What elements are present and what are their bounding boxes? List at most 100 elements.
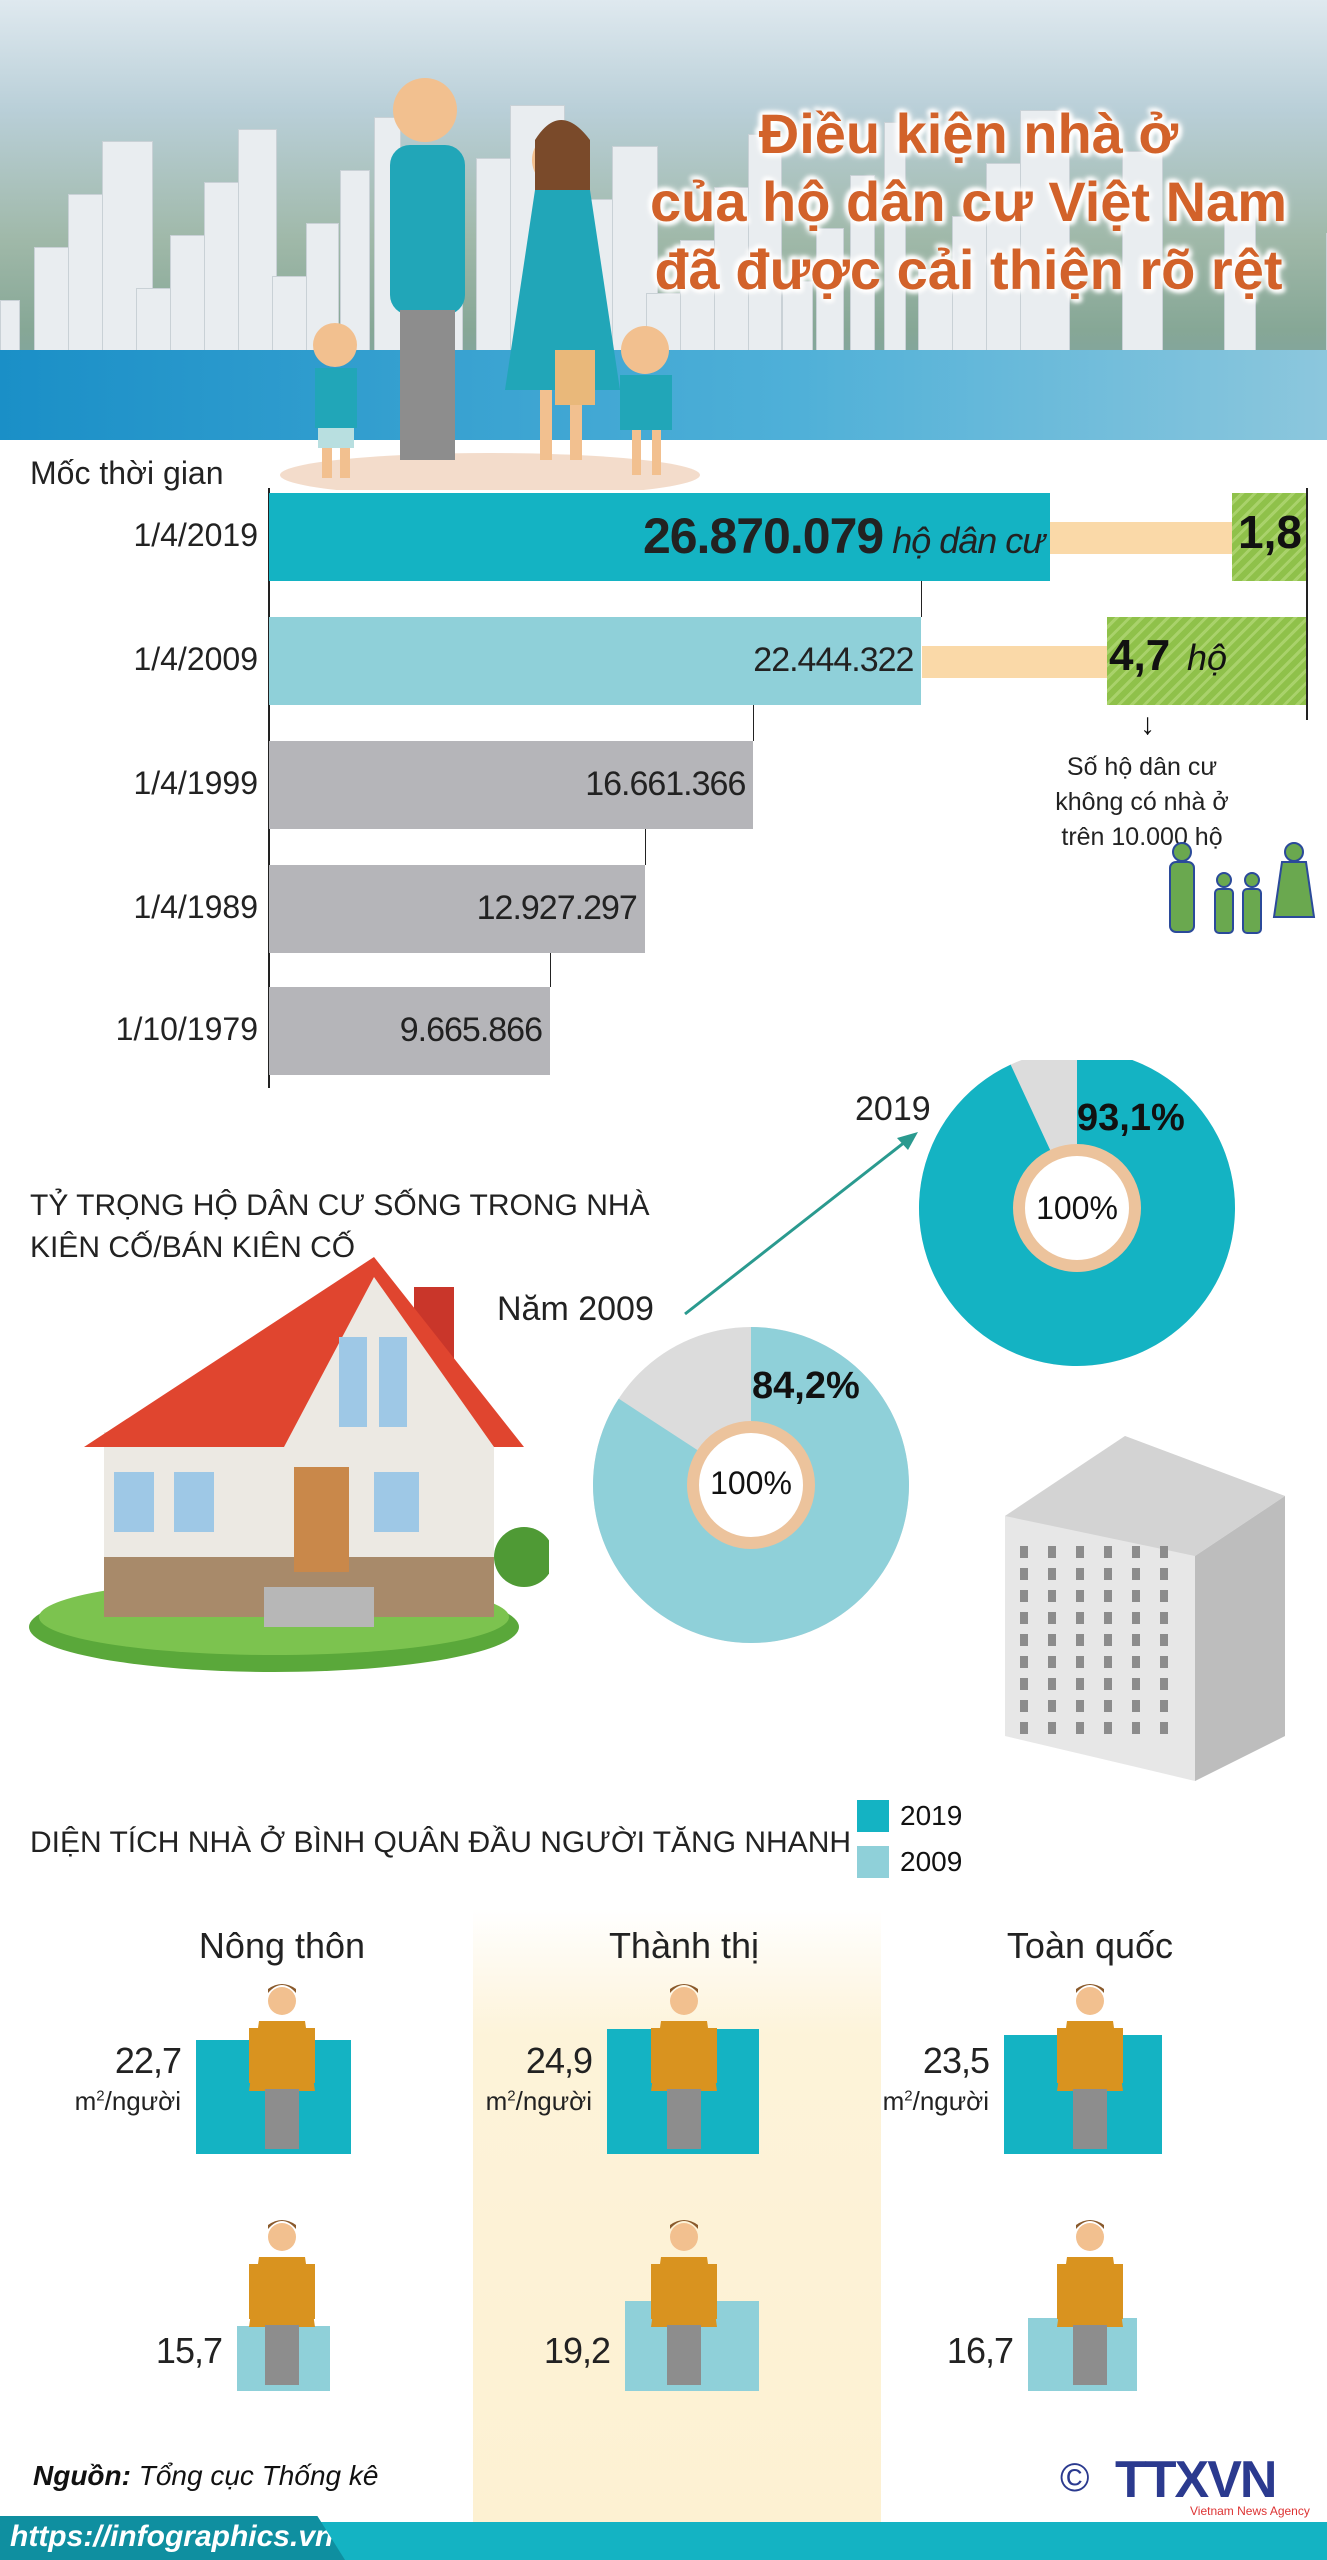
household-bar bbox=[269, 987, 550, 1075]
title-line: đã được cải thiện rõ rệt bbox=[654, 238, 1283, 301]
value-2009: 15,7 bbox=[155, 2330, 223, 2371]
bar-guide-line bbox=[753, 705, 755, 741]
pie-charts bbox=[593, 1060, 1236, 1643]
window-shape bbox=[1048, 1722, 1056, 1734]
logo-text: TTXVN bbox=[1115, 2451, 1277, 2509]
window-shape bbox=[1048, 1546, 1056, 1558]
value-2009: 19,2 bbox=[543, 2330, 611, 2371]
page-title: Điều kiện nhà ở của hộ dân cư Việt Nam đ… bbox=[650, 100, 1287, 304]
window-shape bbox=[1020, 1678, 1028, 1690]
bar-guide-line bbox=[549, 953, 551, 987]
window-shape bbox=[1132, 1634, 1140, 1646]
window-shape bbox=[1048, 1634, 1056, 1646]
window-shape bbox=[1048, 1568, 1056, 1580]
window-shape bbox=[1104, 1722, 1112, 1734]
window-shape bbox=[1020, 1656, 1028, 1668]
window-shape bbox=[1104, 1590, 1112, 1602]
legend-swatch-2019 bbox=[857, 1800, 889, 1832]
legend-swatch-2009 bbox=[857, 1846, 889, 1878]
legend-label-2009: 2009 bbox=[900, 1846, 963, 1877]
pie-value-2009: 84,2% bbox=[752, 1365, 860, 1407]
window-shape bbox=[1104, 1700, 1112, 1712]
window-shape bbox=[1132, 1722, 1140, 1734]
date-label: 1/4/2009 bbox=[133, 641, 258, 677]
building-shape bbox=[1224, 192, 1256, 360]
bar-guide-line bbox=[921, 581, 923, 617]
section-title: TỶ TRỌNG HỘ DÂN CƯ SỐNG TRONG NHÀ KIÊN C… bbox=[30, 1185, 650, 1269]
window-shape bbox=[1104, 1656, 1112, 1668]
value-2019: 22,7 bbox=[114, 2040, 182, 2081]
window-shape bbox=[1160, 1546, 1168, 1558]
date-label: 1/10/1979 bbox=[115, 1011, 258, 1047]
no-house-axis-line bbox=[1306, 488, 1308, 720]
window-shape bbox=[1160, 1590, 1168, 1602]
window-shape bbox=[1020, 1612, 1028, 1624]
title-line: KIÊN CỐ/BÁN KIÊN CỐ bbox=[30, 1231, 356, 1264]
building-shape bbox=[272, 276, 308, 360]
window-shape bbox=[1104, 1568, 1112, 1580]
pie-label-2009: Năm 2009 bbox=[497, 1290, 654, 1328]
bar-value: 16.661.366 bbox=[585, 765, 746, 803]
building-shape bbox=[1122, 151, 1163, 360]
bar-value: 9.665.866 bbox=[399, 1011, 543, 1049]
man-icon bbox=[651, 2220, 717, 2385]
man-icon bbox=[1057, 2220, 1123, 2385]
household-bar bbox=[269, 741, 754, 829]
value-2009: 16,7 bbox=[946, 2330, 1014, 2371]
footer-url-link[interactable]: https://infographics.vn bbox=[10, 2520, 334, 2553]
window-shape bbox=[1160, 1568, 1168, 1580]
copyright-icon: © bbox=[1060, 2456, 1090, 2500]
window-shape bbox=[1160, 1612, 1168, 1624]
section-title: DIỆN TÍCH NHÀ Ở BÌNH QUÂN ĐẦU NGƯỜI TĂNG… bbox=[30, 1826, 852, 1859]
building-shape bbox=[238, 129, 277, 360]
title-line: TỶ TRỌNG HỘ DÂN CƯ SỐNG TRONG NHÀ bbox=[30, 1189, 650, 1222]
source-text: Tổng cục Thống kê bbox=[138, 2460, 379, 2491]
pie-center-ring bbox=[1013, 1144, 1141, 1272]
note-line: Số hộ dân cư bbox=[1066, 753, 1218, 781]
window-shape bbox=[1076, 1634, 1084, 1646]
highlight-panel bbox=[473, 1909, 881, 2539]
window-shape bbox=[1160, 1656, 1168, 1668]
window-shape bbox=[1132, 1590, 1140, 1602]
window-shape bbox=[1076, 1700, 1084, 1712]
window-shape bbox=[1048, 1612, 1056, 1624]
arrow-down-icon: ↓ bbox=[1140, 708, 1155, 741]
window-shape bbox=[1020, 1700, 1028, 1712]
window-shape bbox=[1132, 1612, 1140, 1624]
pie-center-2019: 100% bbox=[1036, 1190, 1118, 1226]
man-icon bbox=[249, 2220, 315, 2385]
source-label: Nguồn: bbox=[33, 2460, 131, 2491]
legend-label-2019: 2019 bbox=[900, 1800, 963, 1831]
window-shape bbox=[1104, 1546, 1112, 1558]
window-shape bbox=[1160, 1634, 1168, 1646]
window-shape bbox=[1020, 1546, 1028, 1558]
no-house-unit: hộ bbox=[1187, 637, 1228, 678]
window-shape bbox=[1076, 1590, 1084, 1602]
window-shape bbox=[1132, 1678, 1140, 1690]
window-shape bbox=[1048, 1656, 1056, 1668]
household-bar bbox=[269, 617, 922, 705]
unit-label: m2/người bbox=[485, 2086, 592, 2116]
column-heading: Nông thôn bbox=[198, 1925, 366, 1966]
window-shape bbox=[1104, 1634, 1112, 1646]
window-shape bbox=[1020, 1590, 1028, 1602]
bar-guide-line bbox=[644, 829, 646, 865]
note-line: trên 10.000 hộ bbox=[1061, 823, 1223, 851]
window-shape bbox=[1020, 1568, 1028, 1580]
family-icon bbox=[1169, 842, 1316, 934]
pie-center-ring bbox=[687, 1421, 815, 1549]
arrow-head-icon bbox=[897, 1132, 918, 1150]
window-shape bbox=[1160, 1678, 1168, 1690]
household-bar bbox=[269, 493, 1051, 581]
trend-arrow bbox=[684, 1136, 911, 1316]
footer-url-tab: https://infographics.vn bbox=[0, 2516, 345, 2560]
pie-center-2009: 100% bbox=[710, 1465, 792, 1501]
pie-label-2019: 2019 bbox=[855, 1090, 931, 1128]
no-house-value: 1,8 bbox=[1238, 506, 1302, 558]
window-shape bbox=[1076, 1612, 1084, 1624]
title-line: của hộ dân cư Việt Nam bbox=[649, 170, 1287, 233]
date-label: 1/4/1989 bbox=[133, 889, 258, 925]
man-icon bbox=[249, 1984, 315, 2149]
household-bar bbox=[269, 865, 645, 953]
family-illustration bbox=[280, 78, 700, 490]
